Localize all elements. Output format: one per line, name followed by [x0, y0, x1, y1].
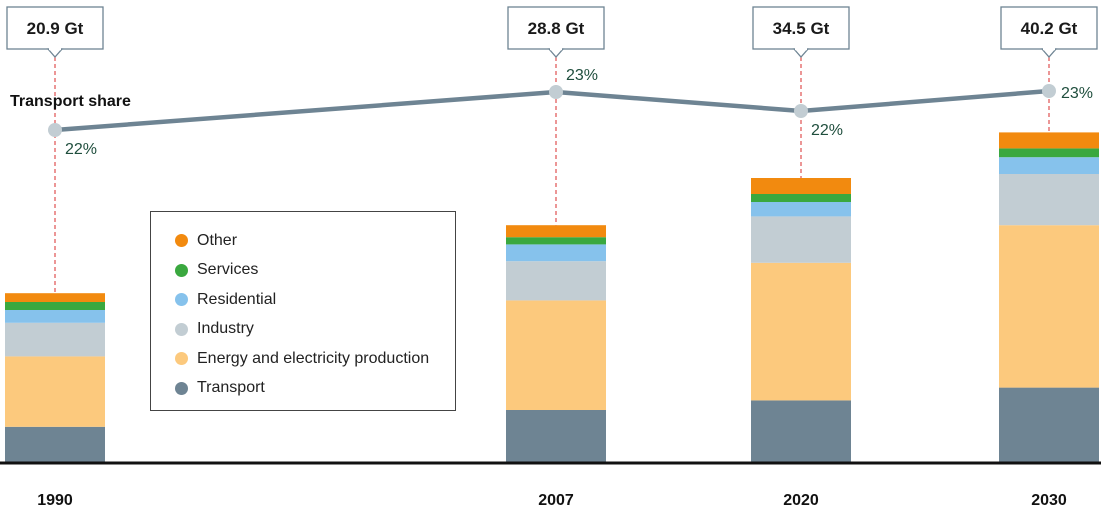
bar-segment-2020-industry	[751, 216, 851, 263]
transport-share-label: 22%	[811, 122, 843, 139]
stacked-bars	[5, 132, 1099, 462]
total-callout-box	[1000, 6, 1098, 50]
legend-swatch	[175, 322, 188, 336]
bar-segment-1990-energy-and-electricity-production	[5, 356, 105, 427]
bar-segment-2030-transport	[999, 387, 1099, 462]
total-label: 20.9 Gt	[27, 19, 84, 38]
transport-share-label: 23%	[1061, 85, 1093, 102]
x-tick-label: 2007	[538, 492, 574, 509]
bar-segment-1990-other	[5, 293, 105, 302]
legend-label: Energy and electricity production	[197, 349, 430, 367]
x-tick-label: 1990	[37, 492, 73, 509]
total-label: 34.5 Gt	[773, 19, 830, 38]
bar-segment-1990-residential	[5, 310, 105, 323]
transport-share-label: 23%	[566, 67, 598, 84]
bar-segment-2007-residential	[506, 244, 606, 262]
bar-segment-2030-other	[999, 132, 1099, 149]
x-axis-ticks: 1990 2007 2020 2030	[37, 492, 1067, 509]
total-callout-box	[6, 6, 104, 50]
legend-item: Residential	[175, 285, 455, 315]
bar-segment-2007-services	[506, 237, 606, 245]
bar-segment-1990-transport	[5, 426, 105, 462]
legend-label: Residential	[197, 290, 277, 308]
bar-segment-2020-other	[751, 178, 851, 194]
legend-swatch	[175, 234, 188, 248]
total-label: 28.8 Gt	[528, 19, 585, 38]
total-callout-box	[752, 6, 850, 50]
bar-segment-1990-industry	[5, 322, 105, 357]
total-label: 40.2 Gt	[1021, 19, 1078, 38]
bar-segment-2007-other	[506, 225, 606, 238]
transport-share-line: 22% 23% 22% 23%	[48, 67, 1093, 158]
legend-swatch	[175, 263, 188, 277]
bar-segment-2007-transport	[506, 410, 606, 462]
transport-share-label: 22%	[65, 141, 97, 158]
bar-segment-2007-industry	[506, 261, 606, 301]
x-tick-label: 2020	[783, 492, 819, 509]
transport-share-point	[549, 85, 563, 99]
legend-label: Services	[197, 261, 259, 279]
legend-item: Energy and electricity production	[175, 344, 455, 374]
bar-segment-2007-energy-and-electricity-production	[506, 300, 606, 410]
bar-segment-2030-residential	[999, 157, 1099, 174]
transport-share-point	[794, 104, 808, 118]
bar-segment-2020-transport	[751, 400, 851, 462]
legend-item: Transport	[175, 374, 455, 404]
legend-items: Other Services Residential Industry Energy a…	[175, 226, 455, 403]
legend-item: Other	[175, 226, 455, 256]
legend-item: Services	[175, 256, 455, 286]
transport-share-polyline	[54, 88, 1050, 133]
bar-segment-2030-services	[999, 148, 1099, 158]
bar-segment-2030-energy-and-electricity-production	[999, 225, 1099, 388]
bar-segment-2020-services	[751, 194, 851, 202]
transport-share-title: Transport share	[10, 93, 131, 110]
transport-share-point	[1042, 84, 1056, 98]
total-callouts: 20.9 Gt 28.8 Gt 34.5 Gt 40.2 Gt	[6, 6, 1098, 58]
legend-swatch	[175, 381, 188, 395]
x-tick-label: 2030	[1031, 492, 1067, 509]
legend-swatch	[175, 293, 188, 307]
legend: Other Services Residential Industry Energy a…	[150, 211, 456, 411]
legend-label: Transport	[197, 379, 265, 397]
bar-segment-2020-residential	[751, 202, 851, 217]
legend-swatch	[175, 352, 188, 366]
legend-item: Industry	[175, 315, 455, 345]
bar-segment-1990-services	[5, 302, 105, 310]
bar-segment-2020-energy-and-electricity-production	[751, 262, 851, 401]
legend-label: Other	[197, 231, 238, 249]
transport-share-point	[48, 123, 62, 137]
total-callout-box	[507, 6, 605, 50]
legend-label: Industry	[197, 320, 254, 338]
bar-segment-2030-industry	[999, 174, 1099, 226]
